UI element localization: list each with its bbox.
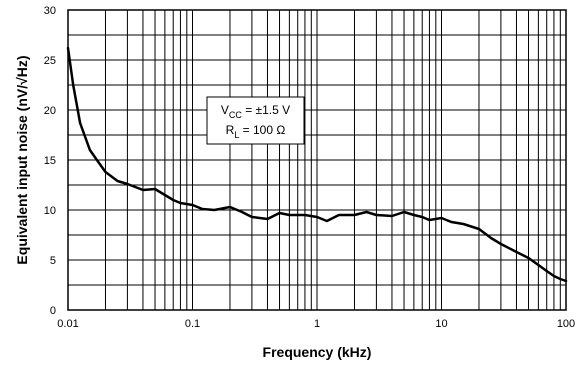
conditions-annotation: VCC = ±1.5 V RL = 100 Ω (206, 96, 305, 145)
x-tick-label: 1 (314, 318, 320, 330)
vcc-symbol: V (221, 103, 229, 117)
rl-subscript: L (234, 130, 239, 140)
x-tick-labels: 0.01 0.1 1 10 100 (57, 318, 575, 330)
y-tick-label: 10 (44, 205, 56, 217)
y-axis-label: Equivalent input noise (nV/√Hz) (14, 55, 30, 264)
y-tick-label: 20 (44, 105, 56, 117)
y-tick-labels: 0 5 10 15 20 25 30 (44, 5, 56, 317)
y-tick-label: 30 (44, 5, 56, 17)
rl-symbol: R (226, 123, 235, 137)
vcc-annotation: VCC = ±1.5 V (221, 103, 290, 120)
rl-value: = 100 Ω (239, 123, 285, 137)
plot-frame (67, 9, 567, 311)
x-tick-label: 0.1 (185, 318, 200, 330)
x-tick-label: 0.01 (57, 318, 78, 330)
y-tick-label: 0 (50, 305, 56, 317)
y-tick-label: 5 (50, 255, 56, 267)
x-tick-label: 100 (557, 318, 575, 330)
noise-curve (66, 46, 568, 283)
x-axis-label: Frequency (kHz) (263, 344, 372, 360)
y-tick-label: 25 (44, 55, 56, 67)
x-tick-label: 10 (435, 318, 447, 330)
vcc-subscript: CC (229, 110, 242, 120)
vcc-value: = ±1.5 V (242, 103, 290, 117)
y-tick-label: 15 (44, 155, 56, 167)
rl-annotation: RL = 100 Ω (226, 123, 286, 140)
annotation-box (206, 96, 305, 145)
grid (68, 10, 566, 310)
